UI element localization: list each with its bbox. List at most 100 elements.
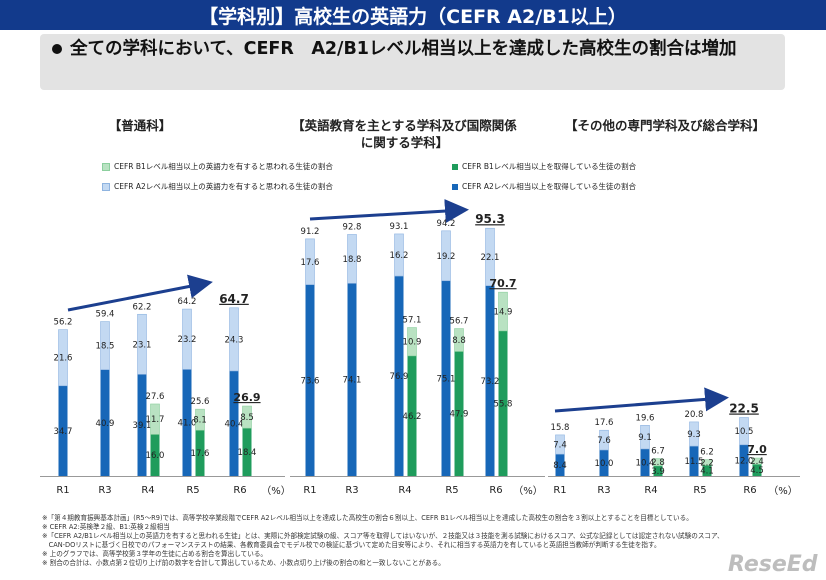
data-label-a2-estimate: 23.1 — [133, 340, 152, 350]
bar-a2-estimate — [485, 227, 495, 286]
bar-a2-achieved — [555, 454, 565, 476]
legend-label: CEFR A2レベル相当以上を取得している生徒の割合 — [462, 182, 637, 191]
data-label-a2-total: 64.7 — [219, 292, 249, 306]
data-label-b1-estimate: 8.5 — [240, 413, 254, 423]
data-label-a2-achieved: 12.0 — [735, 456, 754, 466]
data-label-a2-achieved: 73.2 — [481, 377, 500, 387]
bar-a2-achieved — [394, 276, 404, 476]
data-label-a2-estimate: 18.8 — [343, 255, 362, 265]
x-tick-label: R1 — [553, 485, 566, 496]
bar-b1-achieved — [195, 430, 205, 476]
bar-a2-estimate — [100, 321, 110, 370]
bar-b1-achieved — [653, 465, 663, 476]
x-tick-label: R4 — [141, 485, 154, 496]
bar-a2-estimate — [555, 434, 565, 455]
data-label-a2-total: 64.2 — [178, 297, 197, 307]
footnote: ※「CEFR A2/B1レベル相当以上の英語力を有すると思われる生徒」とは、実際… — [42, 532, 724, 540]
data-label-a2-total: 92.8 — [343, 222, 362, 232]
bar-b1-achieved — [454, 351, 464, 476]
unit-label: （%） — [768, 485, 798, 497]
data-label-a2-estimate: 23.2 — [178, 335, 197, 345]
data-label-a2-estimate: 7.4 — [553, 441, 567, 451]
bar-a2-achieved — [599, 450, 609, 476]
data-label-b1-total: 27.6 — [146, 392, 165, 402]
bar-a2-achieved — [182, 369, 192, 476]
bar-b1-estimate — [454, 328, 464, 352]
bar-a2-estimate — [58, 329, 68, 387]
data-label-a2-achieved: 74.1 — [343, 376, 362, 386]
data-label-a2-estimate: 17.6 — [301, 258, 320, 268]
data-label-a2-estimate: 19.2 — [437, 252, 456, 262]
bar-a2-estimate — [739, 417, 749, 446]
bar-b1-achieved — [242, 428, 252, 476]
bar-b1-estimate — [653, 458, 663, 467]
data-label-a2-total: 95.3 — [475, 212, 505, 226]
data-label-b1-total: 25.6 — [191, 397, 210, 407]
data-label-a2-total: 15.8 — [551, 423, 570, 433]
data-label-b1-achieved: 47.9 — [450, 410, 469, 420]
panel-title-other: 【その他の専門学科及び総合学科】 — [564, 118, 765, 133]
bar-a2-achieved — [640, 448, 650, 476]
bar-a2-achieved — [100, 369, 110, 476]
bar-a2-estimate — [137, 313, 147, 375]
unit-label: （%） — [261, 485, 291, 497]
bar-a2-achieved — [347, 283, 357, 476]
x-tick-label: R5 — [693, 485, 706, 496]
data-label-b1-estimate: 11.7 — [146, 415, 165, 425]
title-bar: 【学科別】高校生の英語力（CEFR A2/B1以上） — [0, 0, 826, 30]
data-label-b1-achieved: 3.9 — [651, 467, 665, 477]
x-tick-label: R3 — [345, 485, 358, 496]
data-label-a2-achieved: 39.1 — [133, 421, 152, 431]
data-label-b1-estimate: 10.9 — [403, 338, 422, 348]
data-label-b1-total: 7.0 — [747, 443, 767, 456]
data-label-a2-total: 91.2 — [301, 227, 320, 237]
footnotes: ※「第４期教育振興基本計画」(R5～R9)では、高等学校卒業段階でCEFR A2… — [42, 514, 782, 568]
legend-item-a2-achieved: CEFR A2レベル相当以上を取得している生徒の割合 — [452, 181, 636, 192]
x-tick-label: R4 — [398, 485, 411, 496]
logo: ReseEd — [728, 552, 818, 577]
legend-swatch — [102, 182, 110, 191]
legend-item-a2-estimate: CEFR A2レベル相当以上の英語力を有すると思われる生徒の割合 — [102, 181, 333, 192]
bar-a2-estimate — [394, 233, 404, 277]
bar-b1-achieved — [752, 464, 762, 476]
bar-a2-estimate — [347, 234, 357, 284]
x-tick-label: R4 — [644, 485, 657, 496]
data-label-a2-achieved: 41.0 — [178, 419, 197, 429]
data-label-a2-estimate: 7.6 — [597, 436, 611, 446]
bar-a2-achieved — [305, 284, 315, 476]
data-label-b1-achieved: 18.4 — [238, 448, 257, 458]
x-tick-label: R1 — [56, 485, 69, 496]
bar-b1-estimate — [702, 459, 712, 466]
data-label-b1-estimate: 2.8 — [651, 458, 665, 468]
footnote: ※「第４期教育振興基本計画」(R5～R9)では、高等学校卒業段階でCEFR A2… — [42, 514, 693, 522]
bar-b1-estimate — [150, 403, 160, 435]
data-label-b1-estimate: 14.9 — [494, 308, 513, 318]
data-label-b1-estimate: 2.2 — [700, 458, 714, 468]
data-label-a2-total: 59.4 — [96, 310, 115, 320]
page-title: 【学科別】高校生の英語力（CEFR A2/B1以上） — [199, 5, 627, 28]
x-tick-label: R3 — [597, 485, 610, 496]
data-label-a2-total: 56.2 — [54, 318, 73, 328]
unit-label: （%） — [513, 485, 543, 497]
data-label-a2-achieved: 10.4 — [636, 458, 655, 468]
x-tick-label: R3 — [98, 485, 111, 496]
bar-b1-achieved — [150, 434, 160, 476]
bar-b1-estimate — [498, 291, 508, 332]
bar-b1-achieved — [702, 465, 712, 476]
data-label-a2-estimate: 22.1 — [481, 253, 500, 263]
panel-title-general: 【普通科】 — [108, 118, 172, 133]
bar-a2-estimate — [182, 308, 192, 370]
data-label-a2-achieved: 73.6 — [301, 376, 320, 386]
bar-a2-achieved — [58, 385, 68, 476]
legend-label: CEFR A2レベル相当以上の英語力を有すると思われる生徒の割合 — [114, 182, 333, 191]
bar-b1-estimate — [242, 405, 252, 429]
data-label-a2-estimate: 9.1 — [638, 433, 652, 443]
bar-a2-estimate — [599, 429, 609, 451]
x-tick-label: R1 — [303, 485, 316, 496]
bar-b1-achieved — [498, 330, 508, 476]
trend-arrow — [309, 199, 469, 224]
trend-arrow — [67, 274, 213, 312]
data-label-b1-total: 6.2 — [700, 448, 714, 458]
data-label-a2-achieved: 10.0 — [595, 459, 614, 469]
data-label-a2-achieved: 40.9 — [96, 419, 115, 429]
